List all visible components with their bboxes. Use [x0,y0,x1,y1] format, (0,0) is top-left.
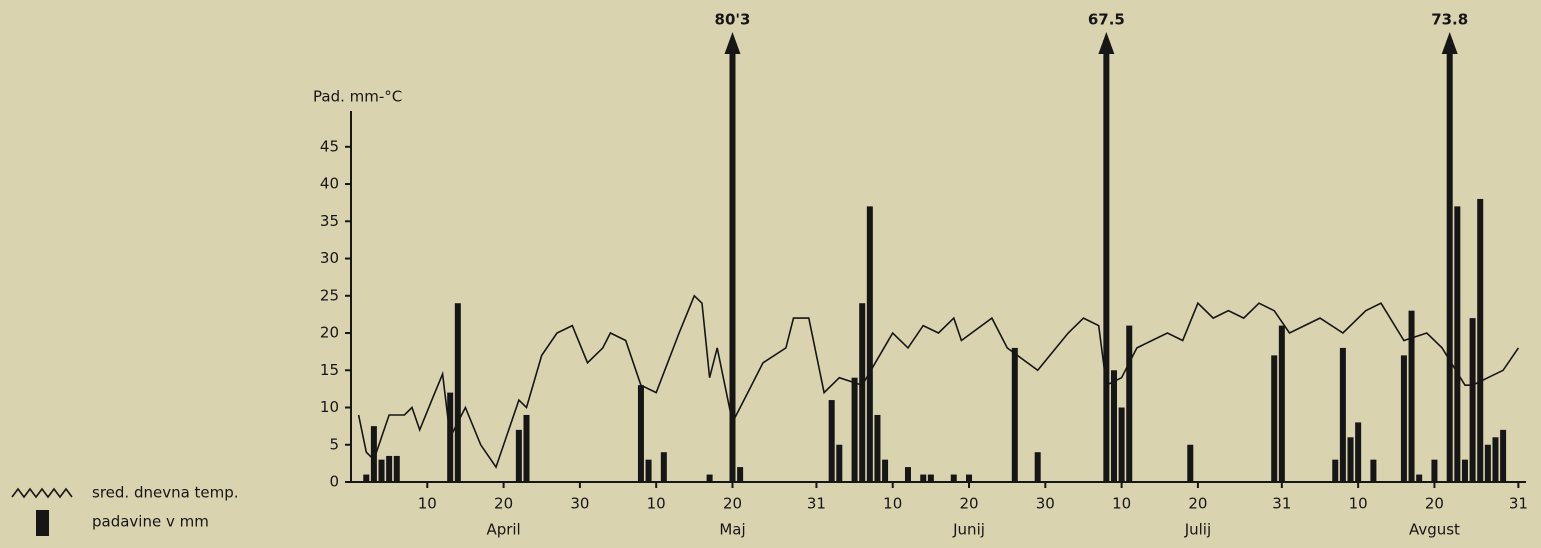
x-tick-label: 20 [1188,495,1207,513]
value-label: 67.5 [1088,11,1125,29]
precipitation-bar [737,467,744,482]
precipitation-bar [1454,206,1461,482]
precipitation-bar [363,474,370,482]
precipitation-bar [1187,444,1194,482]
precipitation-bar [1110,370,1117,482]
precipitation-bar [874,414,881,482]
legend-label: padavine v mm [92,513,209,531]
precipitation-bar [370,426,377,482]
precipitation-bar [1500,429,1507,482]
y-tick-label: 35 [320,212,339,230]
y-tick-label: 45 [320,137,339,155]
x-tick-label: 10 [1112,495,1131,513]
precipitation-bar [386,455,393,482]
precipitation-bar [1103,40,1110,482]
precipitation-bar [1126,325,1133,482]
y-tick-label: 15 [320,361,339,379]
precipitation-bar [904,467,911,482]
precipitation-bar [729,40,736,482]
x-tick-label: 10 [418,495,437,513]
precipitation-bar [447,392,454,482]
precipitation-bar [882,459,889,482]
y-tick-label: 20 [320,324,339,342]
y-tick-label: 5 [329,435,339,453]
precipitation-bar [660,452,667,482]
y-tick-label: 0 [329,473,339,491]
y-tick-label: 25 [320,286,339,304]
precipitation-bar [523,414,530,482]
month-label: Maj [719,521,745,539]
y-tick-label: 40 [320,175,339,193]
precipitation-bar [866,206,873,482]
precipitation-bar [393,455,400,482]
precipitation-bar [637,385,644,482]
precipitation-bar [859,303,866,482]
month-label: Junij [952,521,985,539]
legend-icon [11,487,73,499]
precipitation-bar [1461,459,1468,482]
month-label: April [486,521,520,539]
temperature-line [357,294,1520,469]
legend-label: sred. dnevna temp. [92,484,239,502]
x-tick-label: 10 [647,495,666,513]
x-tick-label: 30 [1036,495,1055,513]
precipitation-bar [645,459,652,482]
x-tick-label: 20 [1425,495,1444,513]
x-tick-label: 31 [1272,495,1291,513]
precipitation-bar [515,429,522,482]
precipitation-bar [1271,355,1278,482]
precipitation-bar [1355,422,1362,482]
precipitation-bar [1011,347,1018,482]
precipitation-bar [1492,437,1499,482]
precipitation-bar [378,459,385,482]
precipitation-bar [1347,437,1354,482]
precipitation-bar [966,474,973,482]
precipitation-bar [706,474,713,482]
x-tick-label: 10 [1349,495,1368,513]
x-tick-label: 20 [494,495,513,513]
precipitation-bar [950,474,957,482]
legend-icon [36,510,49,536]
precipitation-bar [454,303,461,482]
precipitation-bar [1477,198,1484,482]
y-tick-label: 30 [320,249,339,267]
precipitation-bar [1118,407,1125,482]
y-tick-label: 10 [320,398,339,416]
precipitation-bar [1400,355,1407,482]
x-tick-label: 20 [723,495,742,513]
precipitation-bar [1034,452,1041,482]
precipitation-bar [1446,40,1453,482]
overflow-arrow [724,32,741,54]
value-label: 80'3 [715,11,751,29]
value-label: 73.8 [1431,11,1468,29]
precipitation-bar [920,474,927,482]
precipitation-bar [1332,459,1339,482]
x-tick-label: 31 [1509,495,1528,513]
precipitation-bar [1484,444,1491,482]
precipitation-bar [828,400,835,482]
precipitation-bar [1370,459,1377,482]
precipitation-bar [1278,325,1285,482]
precipitation-bar [1408,310,1415,482]
x-tick-label: 20 [959,495,978,513]
precipitation-bar [1339,347,1346,482]
overflow-arrow [1098,32,1115,54]
precipitation-bar [1469,318,1476,482]
precipitation-bar [927,474,934,482]
x-tick-label: 31 [807,495,826,513]
x-tick-label: 10 [883,495,902,513]
precipitation-bar [851,377,858,482]
x-tick-label: 30 [570,495,589,513]
precipitation-bar [836,444,843,482]
precipitation-bar [1416,474,1423,482]
y-axis-label: Pad. mm-°C [313,88,402,106]
overflow-arrow [1441,32,1458,54]
precipitation-bar [1431,459,1438,482]
month-label: Julij [1184,521,1211,539]
month-label: Avgust [1409,521,1460,539]
